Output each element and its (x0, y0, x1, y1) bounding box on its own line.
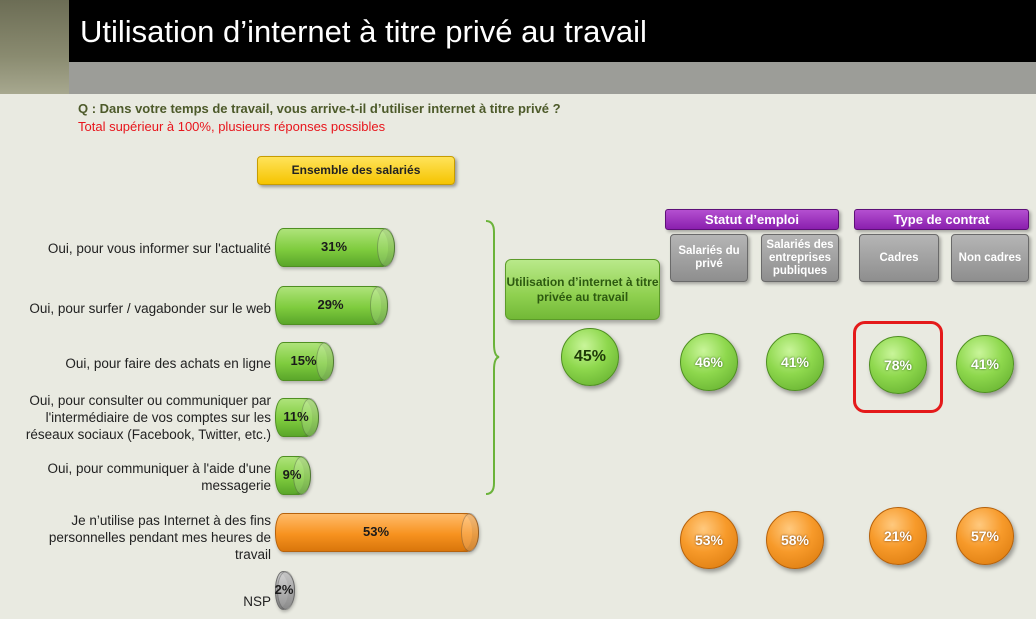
question-text: Q : Dans votre temps de travail, vous ar… (78, 101, 561, 116)
uses-internet-bubble: 41% (766, 333, 824, 391)
column-header: Salariés des entreprises publiques (761, 234, 839, 282)
category-label: Oui, pour communiquer à l'aide d'une mes… (47, 461, 271, 493)
title-side-strip (0, 0, 69, 94)
bar-value-label: 31% (320, 239, 348, 254)
bar-value-label: 53% (362, 524, 390, 539)
column-header: Cadres (859, 234, 939, 282)
bar-cap (301, 398, 319, 437)
uses-internet-bubble: 46% (680, 333, 738, 391)
bar-cap (293, 456, 311, 495)
bar-6 (275, 571, 295, 610)
bar-cap (461, 513, 479, 552)
title-gray-band (69, 62, 1036, 94)
uses-internet-bubble: 41% (956, 335, 1014, 393)
no-use-bubble: 58% (766, 511, 824, 569)
type-contrat-header: Type de contrat (854, 209, 1029, 230)
bar-5 (275, 513, 479, 552)
bar-1 (275, 286, 388, 325)
bar-value-label: 15% (290, 353, 317, 368)
statut-emploi-header: Statut d’emploi (665, 209, 839, 230)
bar-value-label: 11% (283, 409, 309, 424)
page-title: Utilisation d’internet à titre privé au … (80, 14, 647, 49)
category-label: Oui, pour vous informer sur l'actualité (47, 241, 271, 256)
bar-cap (277, 571, 295, 610)
ensemble-button: Ensemble des salariés (257, 156, 455, 185)
note-text: Total supérieur à 100%, plusieurs répons… (78, 119, 386, 134)
bar-cap (370, 286, 388, 325)
category-label: NSP (243, 594, 271, 609)
usage-total-bubble: 45% (561, 328, 619, 386)
bar-3 (275, 398, 319, 437)
category-label: Oui, pour surfer / vagabonder sur le web (29, 301, 271, 316)
column-header: Non cadres (951, 234, 1029, 282)
bar-value-label: 2% (274, 582, 294, 597)
bar-2 (275, 342, 334, 381)
uses-internet-bubble: 78% (869, 336, 927, 394)
category-label: Je n’utilise pas Internet à des fins per… (48, 513, 271, 562)
no-use-bubble: 53% (680, 511, 738, 569)
bar-value-label: 29% (317, 297, 344, 312)
category-label: Oui, pour consulter ou communiquer par l… (25, 393, 271, 442)
bar-value-label: 9% (282, 467, 302, 482)
title-bar (69, 0, 1036, 62)
category-label: Oui, pour faire des achats en ligne (65, 356, 271, 371)
usage-box: Utilisation d’internet à titre privée au… (505, 259, 660, 320)
bar-0 (275, 228, 395, 267)
bar-cap (316, 342, 334, 381)
no-use-bubble: 57% (956, 507, 1014, 565)
cadres-highlight-box (853, 321, 943, 413)
brace-icon (485, 220, 500, 495)
no-use-bubble: 21% (869, 507, 927, 565)
bar-4 (275, 456, 311, 495)
bar-cap (377, 228, 395, 267)
column-header: Salariés du privé (670, 234, 748, 282)
